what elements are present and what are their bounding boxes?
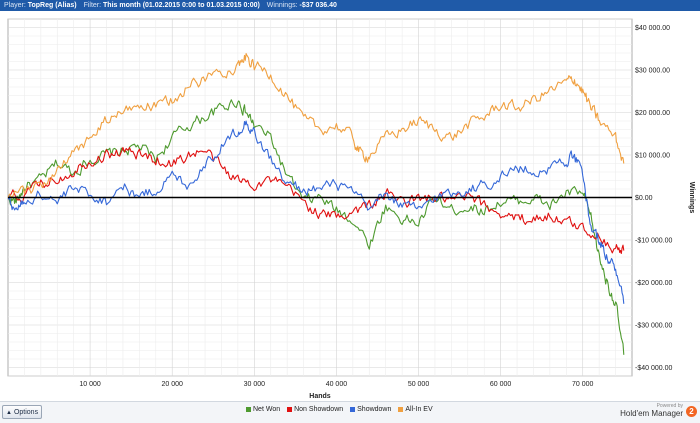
legend-label-non-showdown: Non Showdown: [294, 406, 344, 413]
x-tick-label: 30 000: [244, 381, 266, 388]
winnings-key: Winnings:: [266, 2, 298, 9]
legend-swatch-net-won: [246, 407, 251, 412]
x-tick-label: 10 000: [79, 381, 101, 388]
options-button[interactable]: ▲ Options: [2, 405, 42, 419]
chart-legend: Net Won Non Showdown Showdown All-In EV: [246, 406, 433, 413]
legend-label-all-in-ev: All-In EV: [405, 406, 433, 413]
options-label: Options: [13, 409, 39, 416]
legend-item-all-in-ev: All-In EV: [398, 406, 433, 413]
winnings-graph: $40 000.00 $30 000.00 $20 000.00 $10 000.00…: [7, 18, 695, 400]
y-tick-label: -$20 000.00: [635, 280, 672, 287]
y-tick-label: $0.00: [635, 195, 653, 202]
x-tick-label: 40 000: [326, 381, 348, 388]
y-tick-label: $20 000.00: [635, 110, 670, 117]
series-line-non-showdown: [7, 146, 625, 255]
hem-logo-icon: 2: [686, 406, 697, 417]
legend-item-showdown: Showdown: [350, 406, 391, 413]
legend-swatch-non-showdown: [287, 407, 293, 412]
y-tick-label: $30 000.00: [635, 68, 670, 75]
legend-swatch-showdown: [350, 407, 356, 412]
bottom-bar: ▲ Options Net Won Non Showdown Showdown A…: [0, 401, 700, 423]
y-tick-label: -$30 000.00: [635, 323, 672, 330]
series-line-all-in-ev: [7, 53, 625, 198]
y-tick-label: $10 000.00: [635, 153, 670, 160]
brand-name: Hold'em Manager: [620, 409, 683, 418]
triangle-up-icon: ▲: [6, 410, 12, 416]
x-tick-label: 20 000: [161, 381, 183, 388]
series-line-showdown: [7, 120, 625, 304]
x-tick-label: 50 000: [408, 381, 430, 388]
legend-item-net-won: Net Won: [246, 406, 280, 413]
brand: Powered by Hold'em Manager: [620, 403, 683, 419]
x-axis-label: Hands: [309, 393, 331, 400]
x-tick-label: 60 000: [490, 381, 512, 388]
legend-swatch-all-in-ev: [398, 407, 404, 412]
y-axis-label: Winnings: [688, 182, 695, 214]
legend-label-net-won: Net Won: [253, 406, 281, 413]
filter-key: Filter:: [83, 2, 102, 9]
player-key: Player:: [4, 2, 26, 9]
brand-powered-by: Powered by: [656, 403, 683, 409]
player-value: TopReg (Alias): [27, 2, 77, 9]
y-tick-label: -$10 000.00: [635, 238, 672, 245]
legend-label-showdown: Showdown: [357, 406, 392, 413]
filter-value: This month (01.02.2015 0:00 to 01.03.201…: [103, 2, 260, 9]
y-tick-label: $40 000.00: [635, 25, 670, 32]
x-tick-label: 70 000: [572, 381, 594, 388]
title-bar: Player: TopReg (Alias) Filter: This mont…: [0, 0, 700, 11]
chart-area: $40 000.00 $30 000.00 $20 000.00 $10 000.00…: [0, 11, 700, 401]
winnings-value: -$37 036.40: [299, 2, 337, 9]
legend-item-non-showdown: Non Showdown: [287, 406, 343, 413]
y-tick-label: -$40 000.00: [635, 365, 672, 372]
